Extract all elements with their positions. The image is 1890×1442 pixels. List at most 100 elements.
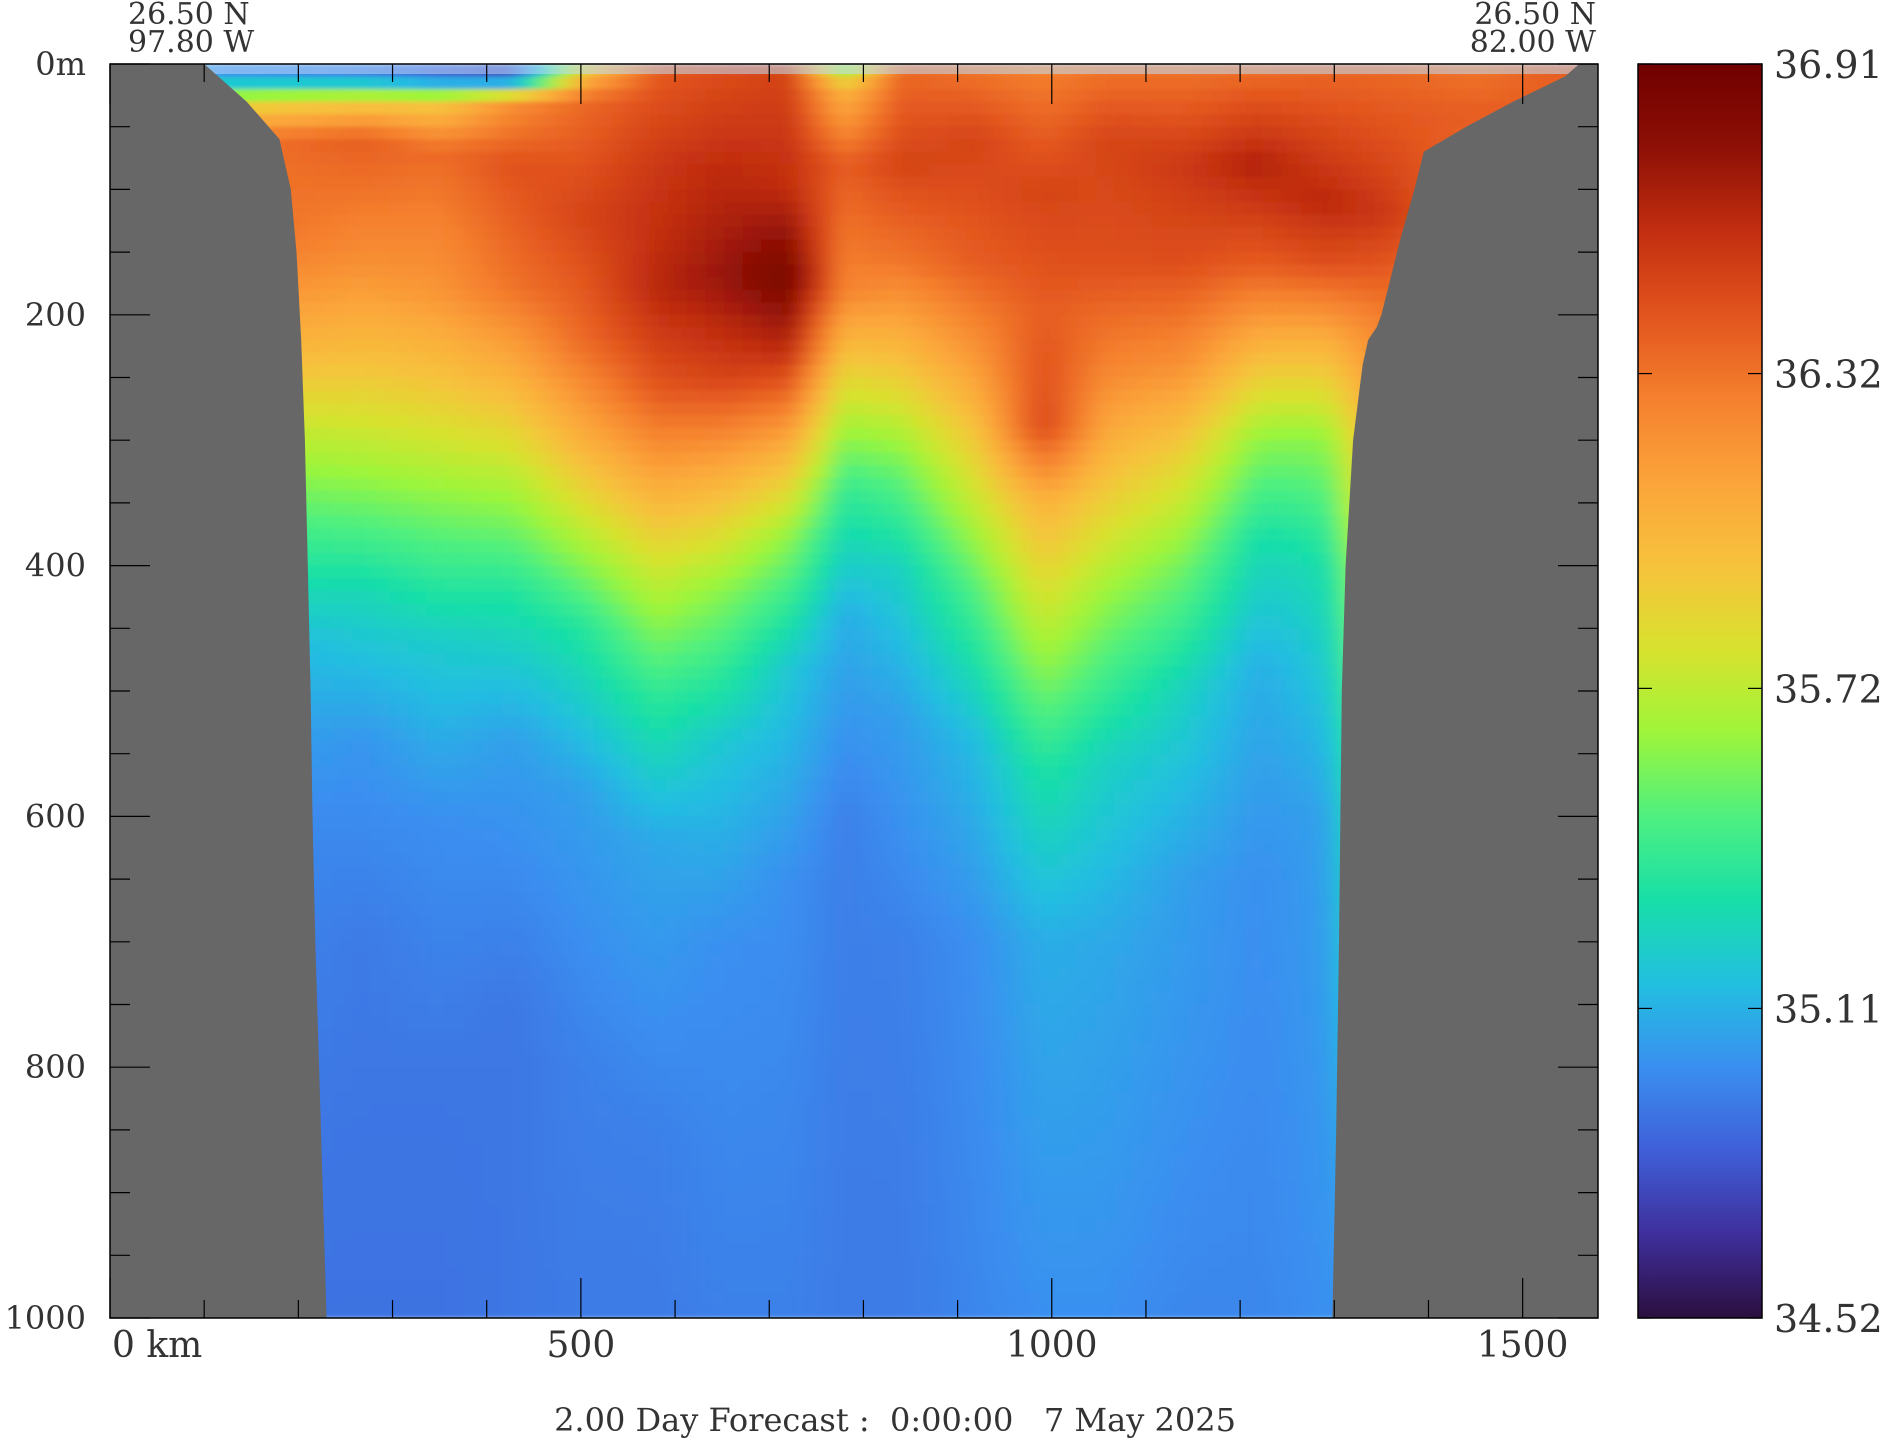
heatmap-cell: [761, 390, 781, 404]
heatmap-cell: [1021, 1067, 1041, 1081]
heatmap-cell: [947, 252, 967, 266]
heatmap-cell: [705, 1129, 725, 1144]
heatmap-cell: [928, 1292, 948, 1307]
heatmap-cell: [333, 603, 353, 617]
heatmap-cell: [444, 678, 464, 692]
heatmap-cell: [668, 1167, 688, 1181]
heatmap-cell: [668, 866, 688, 880]
heatmap-cell: [1021, 1205, 1041, 1219]
heatmap-cell: [798, 1129, 818, 1144]
heatmap-cell: [984, 553, 1004, 567]
heatmap-cell: [928, 1067, 948, 1081]
heatmap-cell: [984, 490, 1004, 504]
heatmap-cell: [798, 515, 818, 529]
heatmap-cell: [909, 101, 929, 115]
heatmap-cell: [742, 1054, 762, 1068]
heatmap-cell: [835, 314, 855, 328]
heatmap-cell: [630, 440, 650, 454]
heatmap-cell: [370, 89, 390, 103]
heatmap-cell: [965, 201, 985, 216]
heatmap-cell: [1002, 991, 1022, 1006]
heatmap-cell: [556, 352, 576, 366]
heatmap-cell: [835, 515, 855, 529]
heatmap-cell: [556, 991, 576, 1006]
heatmap-cell: [463, 665, 483, 680]
heatmap-cell: [1002, 628, 1022, 642]
heatmap-cell: [872, 390, 892, 404]
heatmap-cell: [872, 854, 892, 868]
heatmap-cell: [909, 603, 929, 617]
heatmap-cell: [444, 553, 464, 567]
heatmap-cell: [947, 1280, 967, 1294]
heatmap-cell: [444, 477, 464, 491]
heatmap-cell: [537, 979, 557, 993]
heatmap-cell: [798, 527, 818, 542]
heatmap-cell: [463, 603, 483, 617]
heatmap-cell: [1021, 665, 1041, 680]
heatmap-cell: [891, 377, 911, 391]
heatmap-cell: [965, 214, 985, 228]
heatmap-cell: [854, 515, 874, 529]
heatmap-cell: [370, 1117, 390, 1131]
heatmap-cell: [389, 1280, 409, 1294]
heatmap-cell: [761, 678, 781, 692]
heatmap-cell: [463, 1054, 483, 1068]
heatmap-cell: [593, 289, 613, 303]
heatmap-cell: [723, 327, 743, 341]
heatmap-cell: [668, 553, 688, 567]
heatmap-cell: [705, 151, 725, 165]
heatmap-cell: [407, 490, 427, 504]
heatmap-cell: [537, 753, 557, 767]
heatmap-cell: [965, 352, 985, 366]
heatmap-cell: [686, 76, 706, 90]
heatmap-cell: [351, 239, 371, 253]
heatmap-cell: [444, 791, 464, 805]
heatmap-cell: [872, 1142, 892, 1156]
heatmap-cell: [593, 1267, 613, 1281]
heatmap-cell: [537, 289, 557, 303]
heatmap-cell: [463, 201, 483, 216]
heatmap-cell: [370, 277, 390, 291]
heatmap-cell: [519, 1180, 539, 1194]
heatmap-cell: [333, 76, 353, 90]
heatmap-cell: [649, 390, 669, 404]
heatmap-cell: [909, 615, 929, 629]
heatmap-cell: [482, 891, 502, 905]
heatmap-cell: [370, 390, 390, 404]
heatmap-cell: [723, 264, 743, 278]
heatmap-cell: [296, 277, 316, 291]
heatmap-cell: [947, 1167, 967, 1181]
heatmap-cell: [835, 728, 855, 742]
heatmap-cell: [519, 590, 539, 604]
heatmap-cell: [444, 214, 464, 228]
heatmap-cell: [1002, 339, 1022, 354]
heatmap-cell: [351, 879, 371, 893]
heatmap-cell: [686, 101, 706, 115]
heatmap-cell: [891, 1129, 911, 1144]
heatmap-cell: [593, 164, 613, 178]
heatmap-cell: [482, 866, 502, 880]
heatmap-cell: [705, 678, 725, 692]
heatmap-cell: [333, 1104, 353, 1118]
heatmap-cell: [519, 302, 539, 316]
heatmap-cell: [575, 665, 595, 680]
heatmap-cell: [575, 1192, 595, 1206]
heatmap-cell: [426, 176, 446, 190]
heatmap-cell: [742, 979, 762, 993]
heatmap-cell: [872, 540, 892, 554]
heatmap-cell: [649, 540, 669, 554]
heatmap-cell: [556, 703, 576, 717]
heatmap-cell: [575, 126, 595, 140]
heatmap-cell: [333, 1154, 353, 1169]
heatmap-cell: [537, 101, 557, 115]
heatmap-cell: [854, 1042, 874, 1056]
heatmap-cell: [742, 565, 762, 579]
heatmap-cell: [816, 302, 836, 316]
heatmap-cell: [872, 916, 892, 930]
heatmap-cell: [761, 841, 781, 855]
heatmap-cell: [742, 502, 762, 517]
heatmap-cell: [556, 1180, 576, 1194]
heatmap-cell: [519, 1092, 539, 1106]
heatmap-cell: [314, 227, 334, 241]
heatmap-cell: [556, 1042, 576, 1056]
